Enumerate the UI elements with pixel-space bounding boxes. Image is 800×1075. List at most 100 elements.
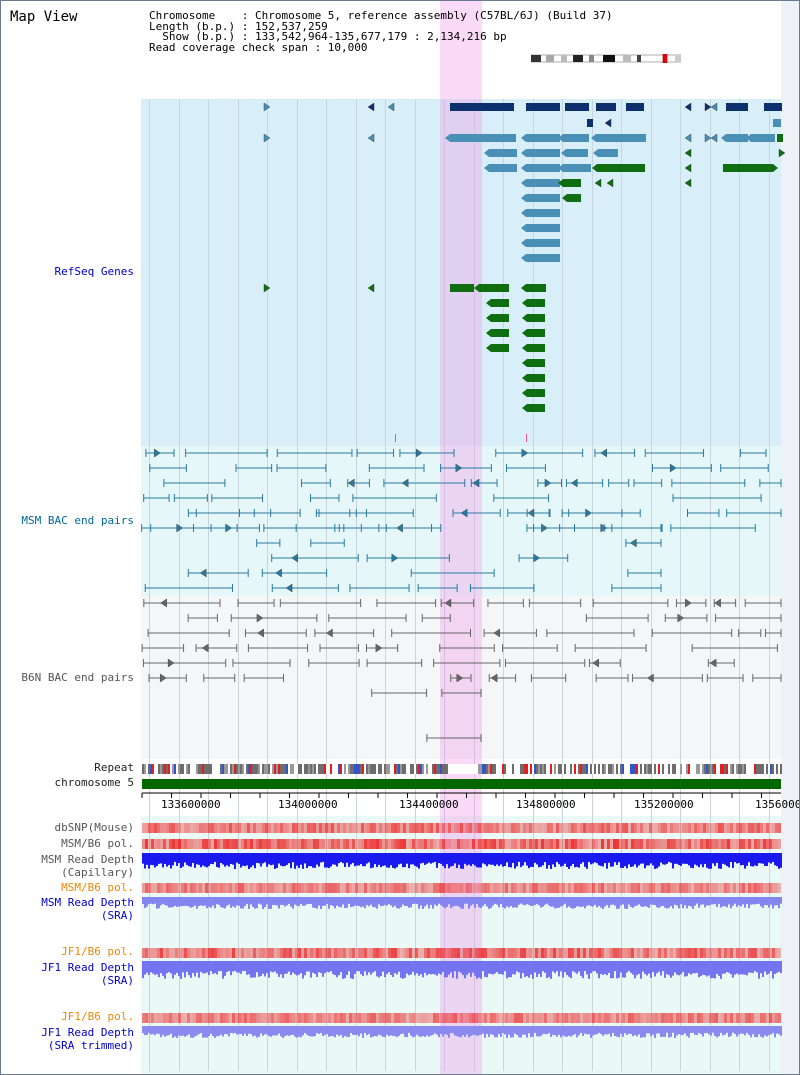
- snp-density-cell: [367, 823, 370, 833]
- depth-bar-msm-sra: [578, 897, 580, 907]
- depth-bar-jf1-trimmed: [186, 1026, 188, 1036]
- depth-bar-jf1-sra: [566, 961, 568, 976]
- snp-density-cell: [427, 823, 430, 833]
- snp-density-cell: [361, 839, 364, 849]
- snp-density-cell: [754, 1013, 757, 1023]
- snp-density-cell: [178, 839, 181, 849]
- depth-bar-jf1-sra: [580, 961, 582, 976]
- repeat-bar: [162, 764, 164, 774]
- depth-bar-jf1-sra: [450, 961, 452, 973]
- chromosome-ideogram[interactable]: [531, 54, 681, 63]
- gene-marker: [263, 133, 271, 143]
- depth-bar-jf1-trimmed: [336, 1026, 338, 1035]
- depth-bar-jf1-trimmed: [304, 1026, 306, 1033]
- snp-density-cell: [166, 948, 169, 958]
- depth-bar-jf1-sra: [270, 961, 272, 972]
- snp-density-cell: [778, 823, 781, 833]
- snp-density-cell: [658, 883, 661, 893]
- depth-bar-jf1-trimmed: [740, 1026, 742, 1034]
- selection-highlight[interactable]: [440, 1, 482, 1074]
- depth-bar-jf1-sra: [150, 961, 152, 973]
- snp-density-cell: [220, 823, 223, 833]
- depth-bar-jf1-sra: [596, 961, 598, 974]
- snp-density-cell: [427, 883, 430, 893]
- repeat-bar: [260, 764, 262, 774]
- snp-density-cell: [313, 1013, 316, 1023]
- snp-density-cell: [148, 948, 151, 958]
- gene-marker: [160, 673, 167, 683]
- depth-bar-jf1-trimmed: [158, 1026, 160, 1035]
- snp-density-cell: [184, 823, 187, 833]
- depth-bar-jf1-trimmed: [444, 1026, 446, 1034]
- snp-density-cell: [631, 823, 634, 833]
- depth-bar-msm-sra: [382, 897, 384, 906]
- depth-bar-jf1-sra: [312, 961, 314, 973]
- snp-density-cell: [358, 948, 361, 958]
- depth-bar-jf1-sra: [774, 961, 776, 974]
- depth-bar-jf1-sra: [470, 961, 472, 977]
- repeat-bar: [730, 764, 732, 774]
- depth-bar-jf1-trimmed: [376, 1026, 378, 1037]
- depth-bar-capillary: [284, 853, 286, 867]
- depth-bar-msm-sra: [636, 897, 638, 906]
- gene-strand-arrow: [521, 239, 526, 247]
- snp-density-cell: [172, 883, 175, 893]
- depth-bar-jf1-sra: [188, 961, 190, 976]
- depth-bar-jf1-sra: [648, 961, 650, 974]
- snp-density-cell: [706, 839, 709, 849]
- depth-bar-jf1-sra: [488, 961, 490, 974]
- snp-density-cell: [262, 839, 265, 849]
- repeat-bar: [178, 764, 180, 774]
- depth-bar-jf1-sra: [502, 961, 504, 975]
- depth-bar-jf1-sra: [428, 961, 430, 974]
- repeat-bar: [720, 764, 722, 774]
- repeat-bar: [726, 764, 728, 774]
- repeat-bar: [542, 764, 544, 774]
- depth-bar-capillary: [222, 853, 224, 865]
- repeat-bar: [748, 764, 750, 774]
- snp-density-cell: [514, 883, 517, 893]
- depth-bar-msm-sra: [754, 897, 756, 905]
- depth-bar-jf1-trimmed: [184, 1026, 186, 1037]
- repeat-bar: [672, 764, 674, 774]
- depth-bar-jf1-trimmed: [390, 1026, 392, 1036]
- snp-density-cell: [703, 839, 706, 849]
- snp-density-cell: [751, 823, 754, 833]
- snp-density-cell: [688, 839, 691, 849]
- snp-density-cell: [760, 948, 763, 958]
- depth-bar-jf1-sra: [388, 961, 390, 973]
- depth-bar-jf1-sra: [712, 961, 714, 978]
- snp-density-cell: [697, 948, 700, 958]
- depth-bar-msm-sra: [752, 897, 754, 905]
- depth-bar-capillary: [698, 853, 700, 868]
- depth-bar-msm-sra: [282, 897, 284, 905]
- depth-bar-jf1-sra: [234, 961, 236, 971]
- snp-density-cell: [367, 1013, 370, 1023]
- depth-bar-capillary: [198, 853, 200, 865]
- depth-bar-msm-sra: [400, 897, 402, 908]
- depth-bar-jf1-sra: [472, 961, 474, 973]
- snp-density-cell: [652, 1013, 655, 1023]
- snp-density-cell: [322, 948, 325, 958]
- depth-bar-msm-sra: [206, 897, 208, 909]
- depth-bar-jf1-trimmed: [690, 1026, 692, 1033]
- depth-bar-jf1-trimmed: [298, 1026, 300, 1037]
- depth-bar-msm-sra: [514, 897, 516, 908]
- snp-density-cell: [688, 948, 691, 958]
- snp-density-cell: [391, 839, 394, 849]
- snp-density-cell: [397, 1013, 400, 1023]
- depth-bar-jf1-sra: [600, 961, 602, 974]
- snp-density-cell: [250, 823, 253, 833]
- depth-bar-msm-sra: [482, 897, 484, 907]
- snp-density-cell: [388, 839, 391, 849]
- axis-tick-label: 134000000: [278, 798, 338, 811]
- repeat-bar: [552, 764, 554, 774]
- repeat-bar: [778, 764, 780, 774]
- depth-bar-jf1-trimmed: [600, 1026, 602, 1034]
- depth-bar-jf1-sra: [224, 961, 226, 976]
- depth-bar-msm-sra: [736, 897, 738, 907]
- depth-bar-jf1-sra: [682, 961, 684, 972]
- snp-density-cell: [322, 823, 325, 833]
- snp-density-cell: [325, 839, 328, 849]
